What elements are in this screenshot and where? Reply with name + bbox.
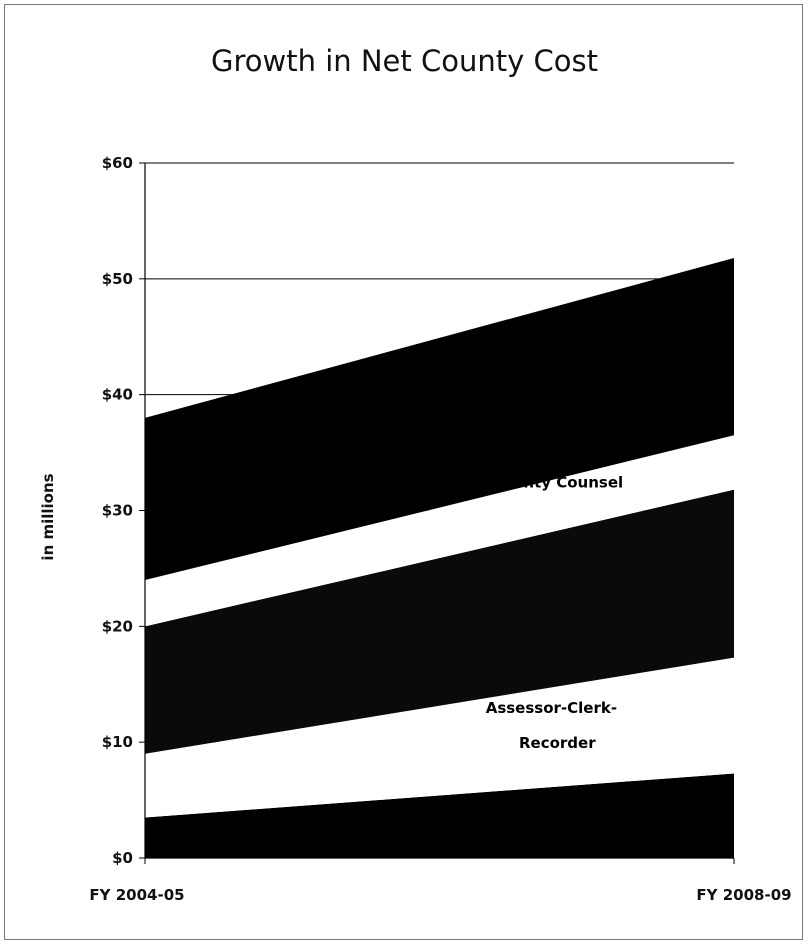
y-tick-label: $50 bbox=[102, 270, 133, 288]
x-tick-label: FY 2004-05 bbox=[89, 886, 184, 904]
annotation-label: Assessor-Clerk- bbox=[486, 699, 617, 717]
area-series bbox=[145, 257, 734, 858]
area-series-3 bbox=[145, 489, 734, 754]
y-tick-label: $0 bbox=[112, 849, 133, 867]
annotation-label: County Counsel bbox=[491, 473, 623, 491]
area-series-4 bbox=[145, 435, 734, 627]
area-series-1 bbox=[145, 773, 734, 858]
x-tick-labels: FY 2004-05 FY 2008-09 bbox=[89, 886, 791, 904]
area-series-5 bbox=[145, 257, 734, 580]
y-tick-label: $40 bbox=[102, 386, 133, 404]
annotations: County Counsel Assessor-Clerk- Recorder bbox=[486, 473, 623, 752]
y-tick-label: $20 bbox=[102, 617, 133, 635]
chart-title: Growth in Net County Cost bbox=[211, 44, 598, 78]
axes bbox=[139, 162, 735, 864]
y-tick-label: $30 bbox=[102, 502, 133, 520]
y-tick-label: $10 bbox=[102, 733, 133, 751]
annotation-label: Recorder bbox=[519, 734, 596, 752]
area-series-2 bbox=[145, 657, 734, 818]
y-tick-label: $60 bbox=[102, 154, 133, 172]
y-tick-labels: $0 $10 $20 $30 $40 $50 $60 bbox=[102, 154, 133, 867]
x-tick-label: FY 2008-09 bbox=[696, 886, 791, 904]
